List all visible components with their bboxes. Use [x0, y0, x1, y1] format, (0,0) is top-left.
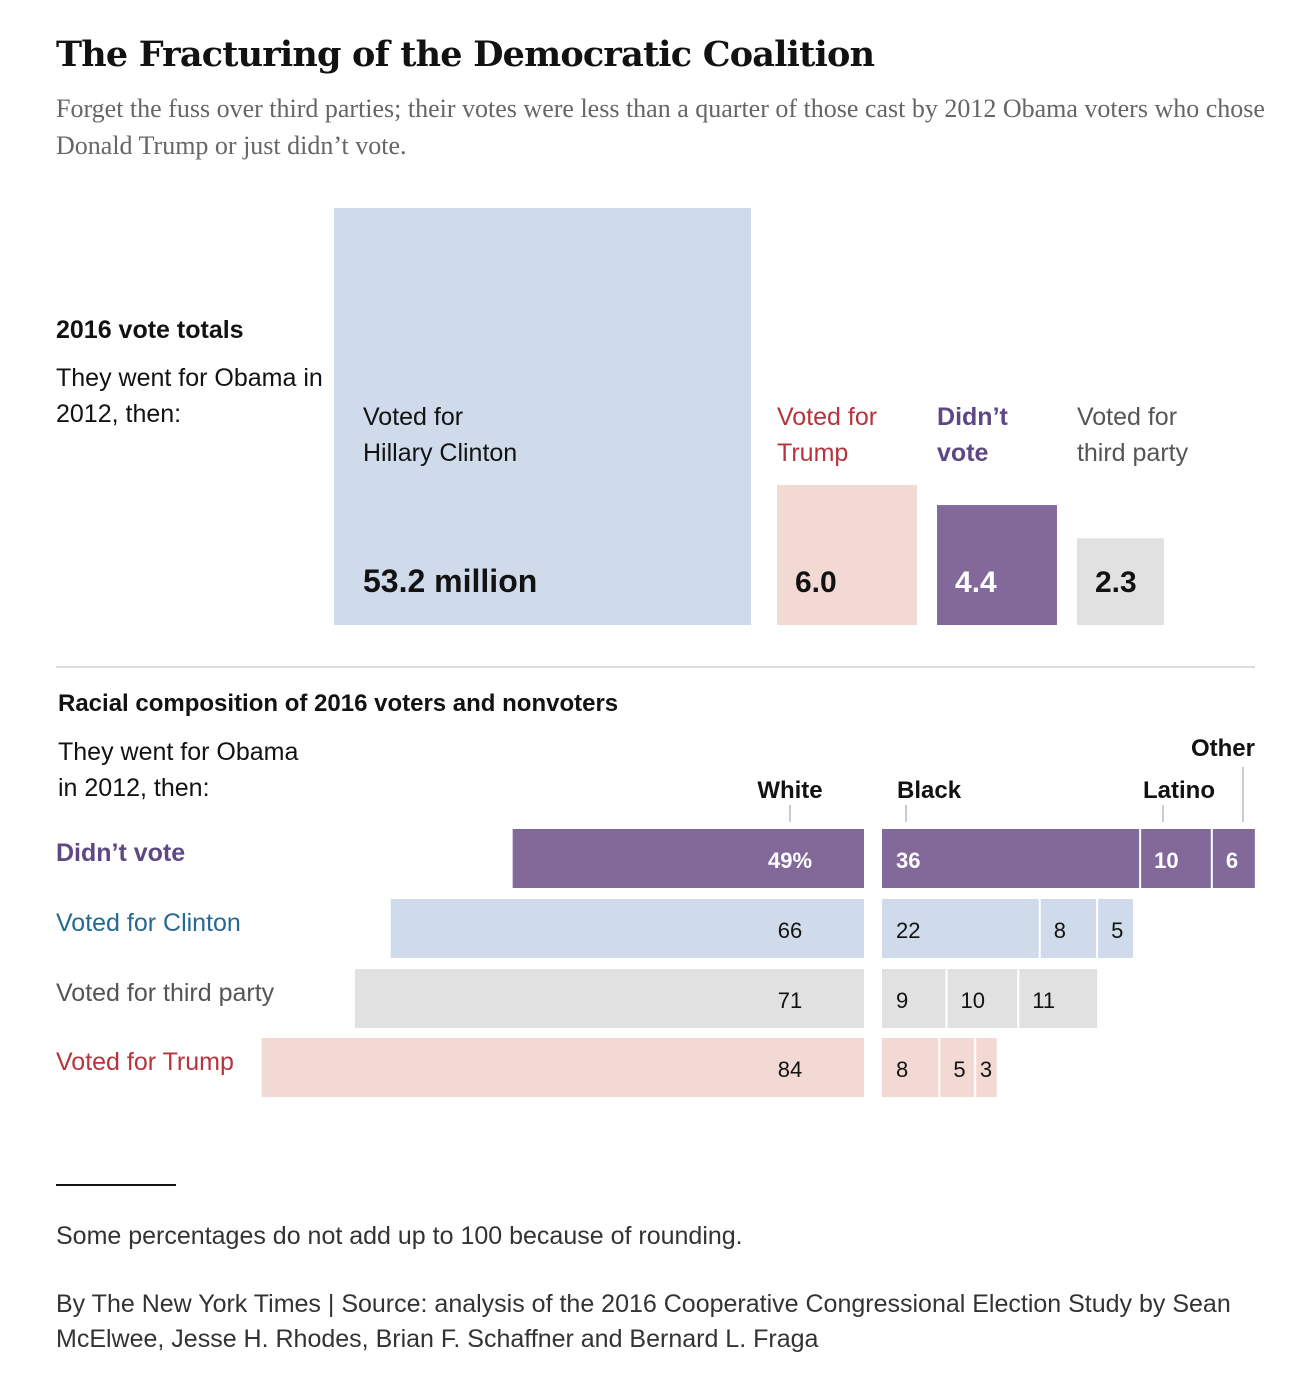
total-value-trump: 6.0: [795, 566, 837, 599]
value-other-clinton: 5: [1111, 918, 1123, 943]
bar-latino-clinton: [1039, 899, 1098, 958]
total-label-trump-line2: Trump: [777, 439, 848, 467]
value-other-didnt_vote: 6: [1226, 848, 1238, 873]
credit-line: By The New York Times | Source: analysis…: [56, 1290, 1231, 1353]
value-black-didnt_vote: 36: [896, 848, 920, 873]
bar-other-trump: [975, 1038, 997, 1097]
bar-latino-third_party: [946, 969, 1019, 1028]
chart-title: The Fracturing of the Democratic Coaliti…: [56, 34, 875, 75]
value-other-trump: 3: [980, 1057, 992, 1082]
column-label-other: Other: [1191, 735, 1255, 762]
value-latino-didnt_vote: 10: [1154, 848, 1178, 873]
value-white-clinton: 66: [778, 918, 802, 943]
total-label-didnt_vote-line2: vote: [937, 439, 989, 467]
total-label-clinton-line1: Voted for: [363, 403, 463, 431]
row-label-trump: Voted for Trump: [56, 1048, 234, 1076]
footnote-rule: [56, 1184, 176, 1186]
row-label-clinton: Voted for Clinton: [56, 909, 241, 937]
value-latino-third_party: 10: [961, 988, 985, 1013]
bar-black-third_party: [882, 969, 947, 1028]
row-label-didnt_vote: Didn’t vote: [56, 839, 185, 867]
value-other-third_party: 11: [1032, 988, 1055, 1013]
total-label-trump-line1: Voted for: [777, 403, 877, 431]
chart-subtitle: Forget the fuss over third parties; thei…: [56, 94, 1265, 160]
bar-black-trump: [882, 1038, 940, 1097]
bar-latino-trump: [939, 1038, 976, 1097]
race-lead-line1: They went for Obama: [58, 738, 299, 766]
section-divider: [56, 666, 1255, 668]
total-value-third_party: 2.3: [1095, 566, 1137, 599]
value-white-didnt_vote: 49%: [768, 848, 812, 873]
bar-white-trump: [261, 1038, 865, 1097]
totals-chart: Voted for Hillary Clinton 53.2 million Vote…: [334, 208, 1189, 625]
footnote: Some percentages do not add up to 100 be…: [56, 1222, 743, 1250]
column-label-black: Black: [897, 777, 962, 804]
value-white-third_party: 71: [778, 988, 802, 1013]
total-value-didnt_vote: 4.4: [955, 566, 997, 599]
bar-other-clinton: [1097, 899, 1133, 958]
value-black-clinton: 22: [896, 918, 920, 943]
value-black-trump: 8: [896, 1057, 908, 1082]
total-bar-third_party: [1076, 538, 1164, 625]
bar-other-didnt_vote: [1211, 829, 1255, 888]
race-lead-line2: in 2012, then:: [58, 774, 210, 802]
bar-black-didnt_vote: [882, 829, 1141, 888]
column-label-latino: Latino: [1143, 777, 1215, 804]
bar-latino-didnt_vote: [1140, 829, 1212, 888]
value-latino-trump: 5: [953, 1057, 965, 1082]
row-label-third_party: Voted for third party: [56, 979, 275, 1007]
bar-white-third_party: [354, 969, 864, 1028]
bar-black-clinton: [882, 899, 1040, 958]
totals-heading: 2016 vote totals: [56, 316, 244, 344]
value-white-trump: 84: [778, 1057, 802, 1082]
total-bar-clinton: [334, 208, 751, 625]
total-bar-trump: [777, 484, 918, 625]
total-label-clinton-line2: Hillary Clinton: [363, 439, 517, 467]
total-label-didnt_vote-line1: Didn’t: [937, 403, 1008, 431]
total-label-third_party-line2: third party: [1077, 439, 1189, 467]
bar-white-clinton: [390, 899, 864, 958]
column-label-white: White: [757, 777, 822, 804]
total-label-third_party-line1: Voted for: [1077, 403, 1177, 431]
bar-white-didnt_vote: [512, 829, 864, 888]
value-black-third_party: 9: [896, 988, 908, 1013]
total-bar-didnt_vote: [937, 505, 1057, 625]
race-heading: Racial composition of 2016 voters and no…: [58, 690, 619, 717]
value-latino-clinton: 8: [1054, 918, 1066, 943]
total-value-clinton: 53.2 million: [363, 563, 537, 599]
totals-lead: They went for Obama in 2012, then:: [56, 364, 323, 428]
bar-other-third_party: [1018, 969, 1098, 1028]
